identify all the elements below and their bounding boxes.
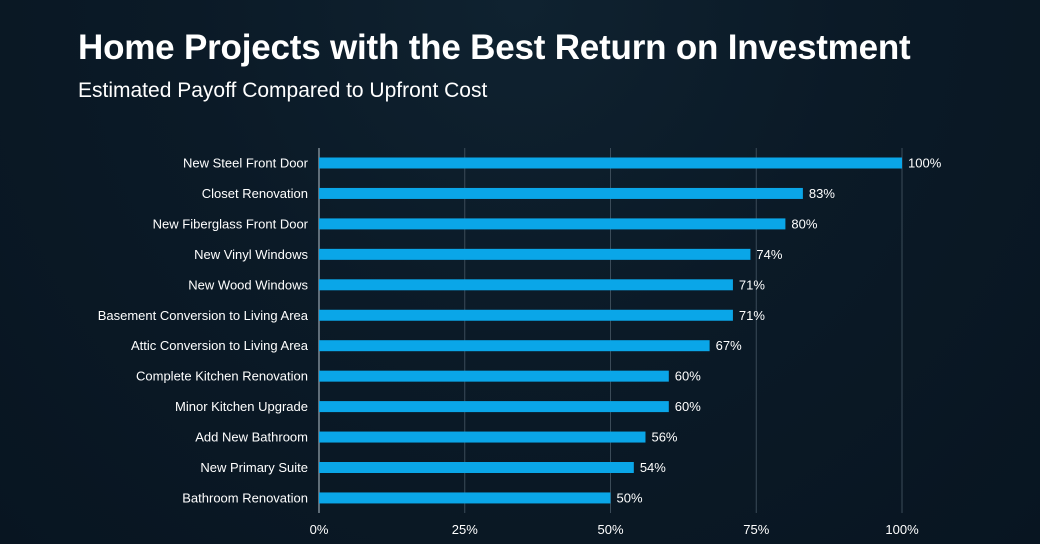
value-label: 54%: [640, 460, 666, 475]
bar: [319, 401, 669, 413]
bar: [319, 187, 803, 199]
value-label: 71%: [739, 277, 765, 292]
category-label: New Vinyl Windows: [194, 247, 308, 262]
category-label: New Steel Front Door: [183, 156, 309, 171]
category-label: Add New Bathroom: [195, 430, 308, 445]
bar: [319, 462, 634, 473]
category-label: New Primary Suite: [200, 460, 308, 475]
value-label: 74%: [756, 247, 782, 262]
x-tick-label: 50%: [597, 522, 623, 537]
x-tick-label: 100%: [885, 522, 919, 537]
bar: [319, 157, 902, 169]
chart-title: Home Projects with the Best Return on In…: [78, 28, 911, 67]
category-label: Basement Conversion to Living Area: [98, 308, 309, 323]
category-label: Bathroom Renovation: [182, 490, 308, 505]
bar: [319, 218, 786, 230]
x-tick-label: 0%: [310, 522, 329, 537]
bar: [319, 309, 733, 321]
bar: [319, 370, 669, 382]
x-tick-label: 75%: [743, 522, 769, 537]
bar: [319, 340, 710, 352]
bar: [319, 279, 733, 291]
value-label: 56%: [651, 430, 677, 445]
category-label: Minor Kitchen Upgrade: [175, 399, 308, 414]
bar: [319, 431, 646, 443]
chart-subtitle: Estimated Payoff Compared to Upfront Cos…: [78, 79, 488, 102]
value-label: 50%: [617, 490, 643, 505]
bar: [319, 492, 611, 504]
value-label: 60%: [675, 399, 701, 414]
x-tick-label: 25%: [452, 522, 478, 537]
value-label: 60%: [675, 369, 701, 384]
value-label: 80%: [791, 216, 817, 231]
category-label: Complete Kitchen Renovation: [136, 369, 308, 384]
category-label: Attic Conversion to Living Area: [131, 338, 309, 353]
value-label: 67%: [716, 338, 742, 353]
value-label: 71%: [739, 308, 765, 323]
category-label: Closet Renovation: [202, 186, 308, 201]
value-label: 83%: [809, 186, 835, 201]
bar: [319, 248, 751, 260]
category-label: New Fiberglass Front Door: [153, 216, 309, 231]
value-label: 100%: [908, 156, 942, 171]
category-label: New Wood Windows: [188, 277, 308, 292]
